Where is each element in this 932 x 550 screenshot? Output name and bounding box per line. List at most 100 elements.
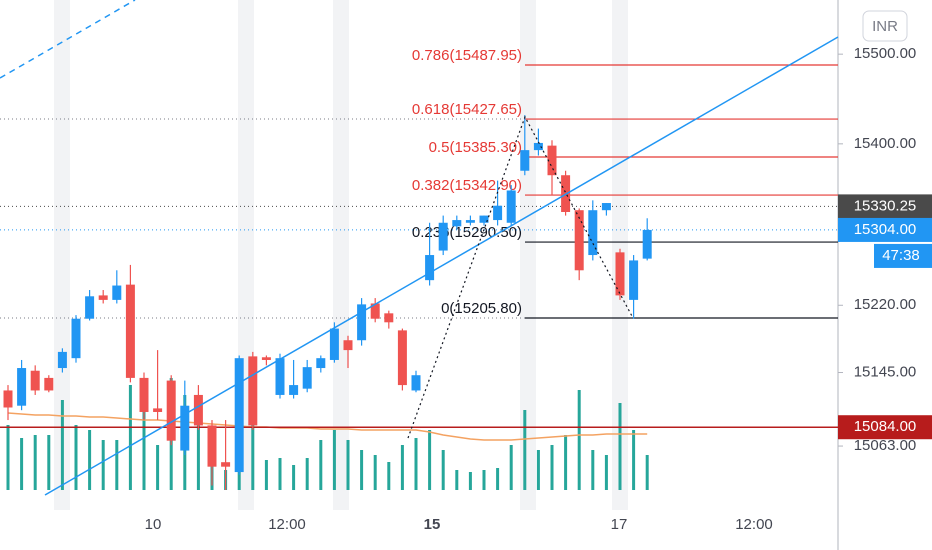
volume-bar bbox=[387, 462, 391, 490]
fib-label: 0.236(15290.50) bbox=[412, 224, 522, 241]
candle-body bbox=[329, 328, 339, 360]
candle-body bbox=[57, 351, 67, 369]
volume-bar bbox=[591, 450, 595, 490]
volume-bar bbox=[251, 425, 255, 490]
candle-body bbox=[153, 408, 163, 412]
candle-body bbox=[289, 385, 299, 395]
candle-body bbox=[316, 358, 326, 369]
trend-line bbox=[44, 36, 839, 496]
volume-bar bbox=[6, 425, 10, 490]
candle-body bbox=[166, 380, 176, 441]
dashed-trend-line bbox=[0, 0, 136, 79]
candle-body bbox=[601, 203, 611, 211]
candle-body bbox=[17, 368, 27, 406]
candle-body bbox=[221, 462, 231, 467]
volume-bar bbox=[428, 430, 432, 490]
candle-body bbox=[44, 377, 54, 391]
volume-bar bbox=[496, 468, 500, 490]
candle-body bbox=[370, 303, 380, 319]
candle-body bbox=[357, 304, 367, 341]
fib-label: 0.382(15342.90) bbox=[412, 177, 522, 194]
y-tick-label: 15400.00 bbox=[854, 135, 917, 152]
session-band bbox=[54, 0, 70, 510]
volume-bar bbox=[292, 465, 296, 490]
volume-bar bbox=[264, 460, 268, 490]
currency-button[interactable] bbox=[862, 10, 908, 42]
volume-bar bbox=[632, 430, 636, 490]
volume-bar bbox=[360, 450, 364, 490]
volume-bar bbox=[319, 440, 323, 490]
candle-body bbox=[574, 210, 584, 271]
price-label: 15304.00 bbox=[854, 221, 917, 238]
candle-body bbox=[139, 377, 149, 412]
y-tick-label: 15500.00 bbox=[854, 45, 917, 62]
candle-body bbox=[615, 252, 625, 296]
x-tick-label: 15 bbox=[424, 516, 441, 533]
candle-body bbox=[275, 358, 285, 395]
volume-bar bbox=[128, 385, 132, 490]
candle-body bbox=[465, 220, 475, 223]
candle-body bbox=[520, 150, 530, 171]
volume-bar bbox=[645, 455, 649, 490]
candle-body bbox=[425, 255, 435, 281]
x-tick-label: 17 bbox=[611, 516, 628, 533]
candle-body bbox=[493, 205, 503, 221]
price-label: 15084.00 bbox=[854, 418, 917, 435]
candle-body bbox=[506, 190, 516, 223]
session-band bbox=[520, 0, 536, 510]
volume-bar bbox=[577, 390, 581, 490]
volume-bar bbox=[414, 438, 418, 490]
volume-bar bbox=[400, 445, 404, 490]
y-tick-label: 15145.00 bbox=[854, 363, 917, 380]
volume-bar bbox=[20, 438, 24, 490]
candle-body bbox=[642, 229, 652, 259]
volume-bar bbox=[455, 470, 459, 490]
candle-body bbox=[343, 340, 353, 351]
candle-body bbox=[261, 357, 271, 360]
countdown: 47:38 bbox=[882, 247, 920, 264]
volume-bar bbox=[47, 435, 51, 490]
candle-body bbox=[125, 284, 135, 378]
volume-bar bbox=[101, 440, 105, 490]
candle-body bbox=[479, 215, 489, 223]
candle-body bbox=[112, 285, 122, 300]
candle-body bbox=[302, 367, 312, 389]
candle-body bbox=[411, 375, 421, 391]
candle-body bbox=[397, 330, 407, 386]
volume-bar bbox=[550, 445, 554, 490]
volume-bar bbox=[332, 430, 336, 490]
x-tick-label: 12:00 bbox=[268, 516, 306, 533]
plot-area: 1(15604.70)0.786(15487.95)0.618(15427.65… bbox=[0, 47, 838, 490]
volume-bar bbox=[142, 410, 146, 490]
volume-bar bbox=[373, 455, 377, 490]
fib-label: 0(15205.80) bbox=[441, 300, 522, 317]
y-tick-label: 15063.00 bbox=[854, 437, 917, 454]
candle-body bbox=[98, 295, 108, 300]
volume-bar bbox=[441, 450, 445, 490]
price-label-box bbox=[838, 194, 932, 219]
candle-body bbox=[438, 222, 448, 251]
candle-body bbox=[71, 318, 81, 359]
price-label: 15330.25 bbox=[854, 197, 917, 214]
volume-bar bbox=[115, 440, 119, 490]
volume-ma-line bbox=[7, 412, 648, 441]
volume-bar bbox=[196, 418, 200, 490]
candle-body bbox=[533, 142, 543, 151]
volume-bar bbox=[618, 403, 622, 490]
countdown-box bbox=[874, 243, 932, 268]
volume-bar bbox=[74, 425, 78, 490]
volume-bar bbox=[509, 445, 513, 490]
volume-bar bbox=[156, 445, 160, 490]
candle-body bbox=[248, 356, 258, 426]
candle-body bbox=[207, 425, 217, 467]
y-tick-label: 15220.00 bbox=[854, 296, 917, 313]
candle-body bbox=[30, 370, 40, 391]
candle-body bbox=[193, 394, 203, 426]
candle-body bbox=[452, 220, 462, 227]
volume-bar bbox=[88, 430, 92, 490]
volume-bar bbox=[604, 455, 608, 490]
volume-bar bbox=[60, 400, 64, 490]
x-tick-label: 10 bbox=[145, 516, 162, 533]
candle-body bbox=[384, 313, 394, 323]
